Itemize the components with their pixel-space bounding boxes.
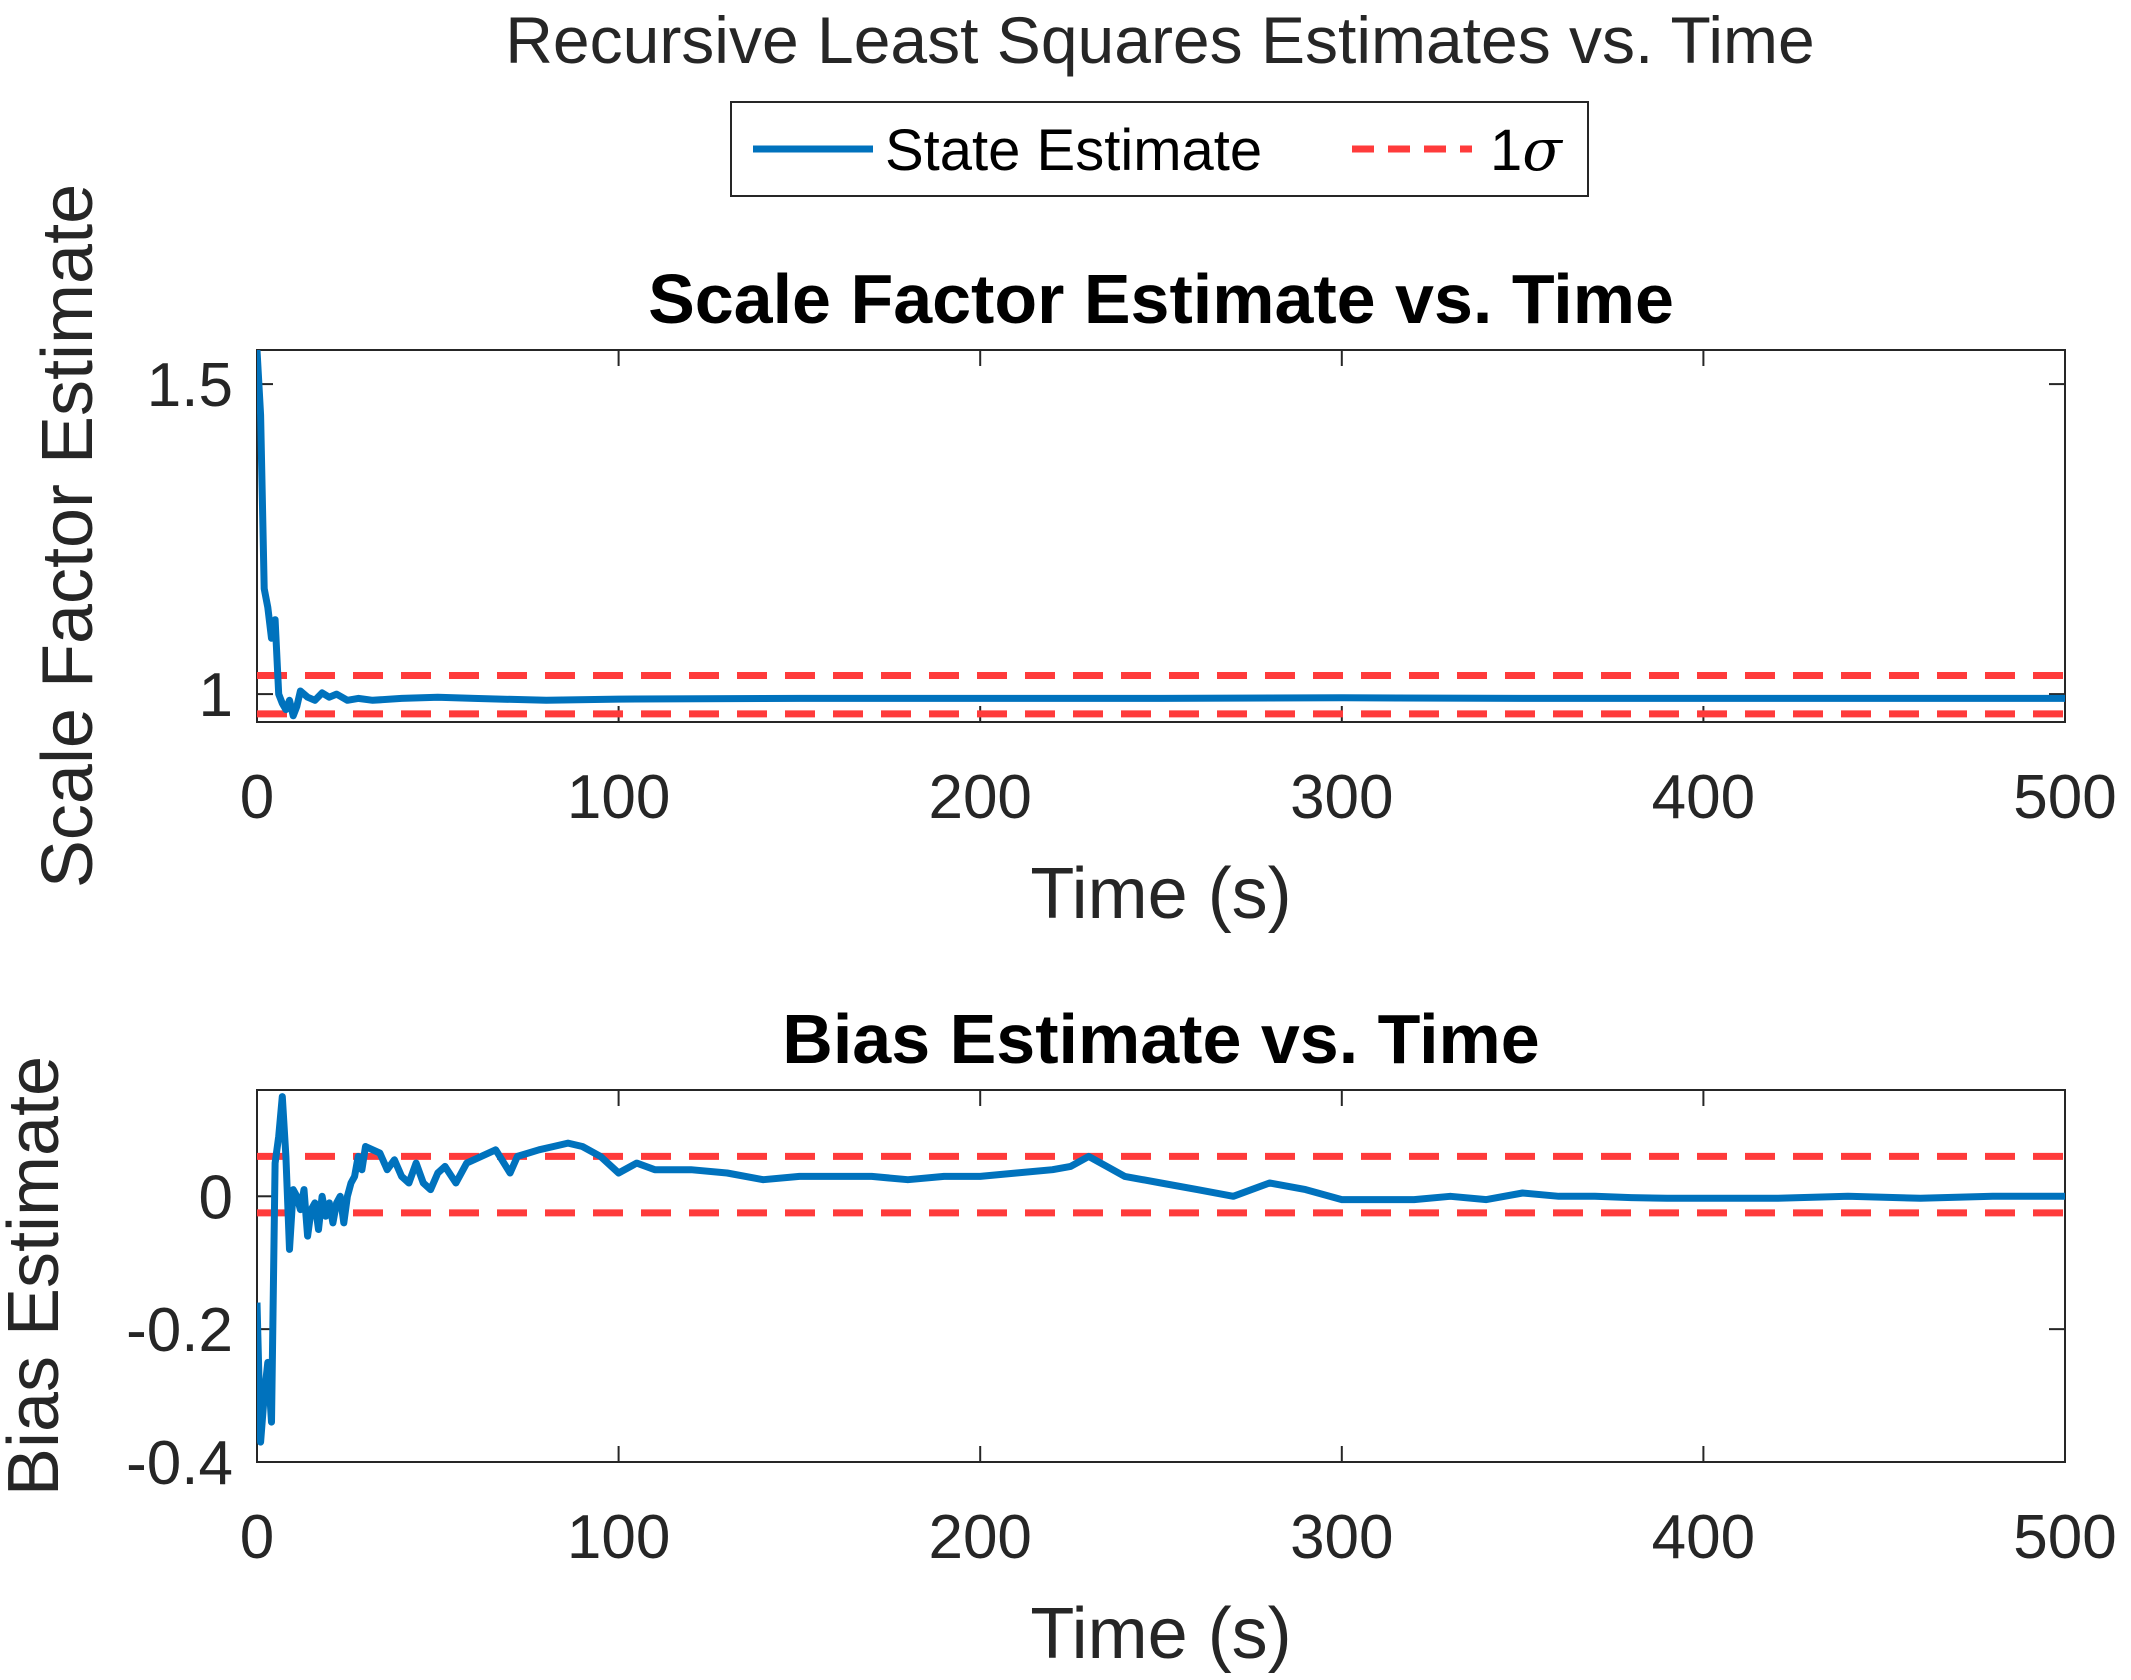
bias-series-group bbox=[257, 1093, 2065, 1446]
bias-xlabel: Time (s) bbox=[1030, 1594, 1291, 1674]
scale-factor-axes-box bbox=[256, 349, 2066, 723]
scale-factor-plot: Scale Factor Estimate vs. Time 0 100 200 300… bbox=[28, 184, 2117, 934]
bias-xtick-label: 500 bbox=[2013, 1503, 2116, 1572]
legend: State Estimate 1σ bbox=[730, 101, 1589, 197]
scale-factor-xtick-label: 200 bbox=[928, 763, 1031, 832]
bias-xtick-label: 100 bbox=[567, 1503, 670, 1572]
bias-ylabel: Bias Estimate bbox=[0, 1056, 74, 1496]
bias-state-estimate-line bbox=[257, 1093, 2065, 1446]
scale-factor-xtick-label: 300 bbox=[1290, 763, 1393, 832]
scale-factor-xlabel: Time (s) bbox=[1030, 854, 1291, 934]
bias-ytick-label: 0 bbox=[199, 1163, 233, 1232]
scale-factor-xtick-label: 0 bbox=[240, 763, 274, 832]
legend-sigma-label: 1σ bbox=[1490, 116, 1563, 184]
bias-xtick-label: 300 bbox=[1290, 1503, 1393, 1572]
legend-state-estimate-label: State Estimate bbox=[885, 118, 1262, 183]
scale-factor-ytick-label: 1 bbox=[199, 661, 233, 730]
scale-factor-series-group bbox=[257, 350, 2065, 720]
scale-factor-state-estimate-line bbox=[257, 350, 2065, 720]
scale-factor-title: Scale Factor Estimate vs. Time bbox=[648, 260, 1674, 338]
bias-xtick-label: 0 bbox=[240, 1503, 274, 1572]
bias-plot: Bias Estimate vs. Time 0 100 200 300 400 500 -0… bbox=[0, 1000, 2117, 1674]
scale-factor-xtick-label: 400 bbox=[1652, 763, 1755, 832]
scale-factor-xtick-label: 500 bbox=[2013, 763, 2116, 832]
legend-sigma-symbol: σ bbox=[1522, 116, 1563, 184]
scale-factor-xtick-label: 100 bbox=[567, 763, 670, 832]
bias-title: Bias Estimate vs. Time bbox=[782, 1000, 1539, 1078]
bias-ytick-label: -0.4 bbox=[126, 1429, 233, 1498]
figure-suptitle: Recursive Least Squares Estimates vs. Ti… bbox=[505, 3, 1815, 77]
scale-factor-ylabel: Scale Factor Estimate bbox=[28, 184, 108, 888]
scale-factor-ytick-label: 1.5 bbox=[147, 351, 233, 420]
legend-sigma-number: 1 bbox=[1490, 118, 1522, 183]
bias-ytick-label: -0.2 bbox=[126, 1296, 233, 1365]
bias-xtick-label: 400 bbox=[1652, 1503, 1755, 1572]
bias-xtick-label: 200 bbox=[928, 1503, 1031, 1572]
bias-axes-box bbox=[256, 1089, 2066, 1463]
